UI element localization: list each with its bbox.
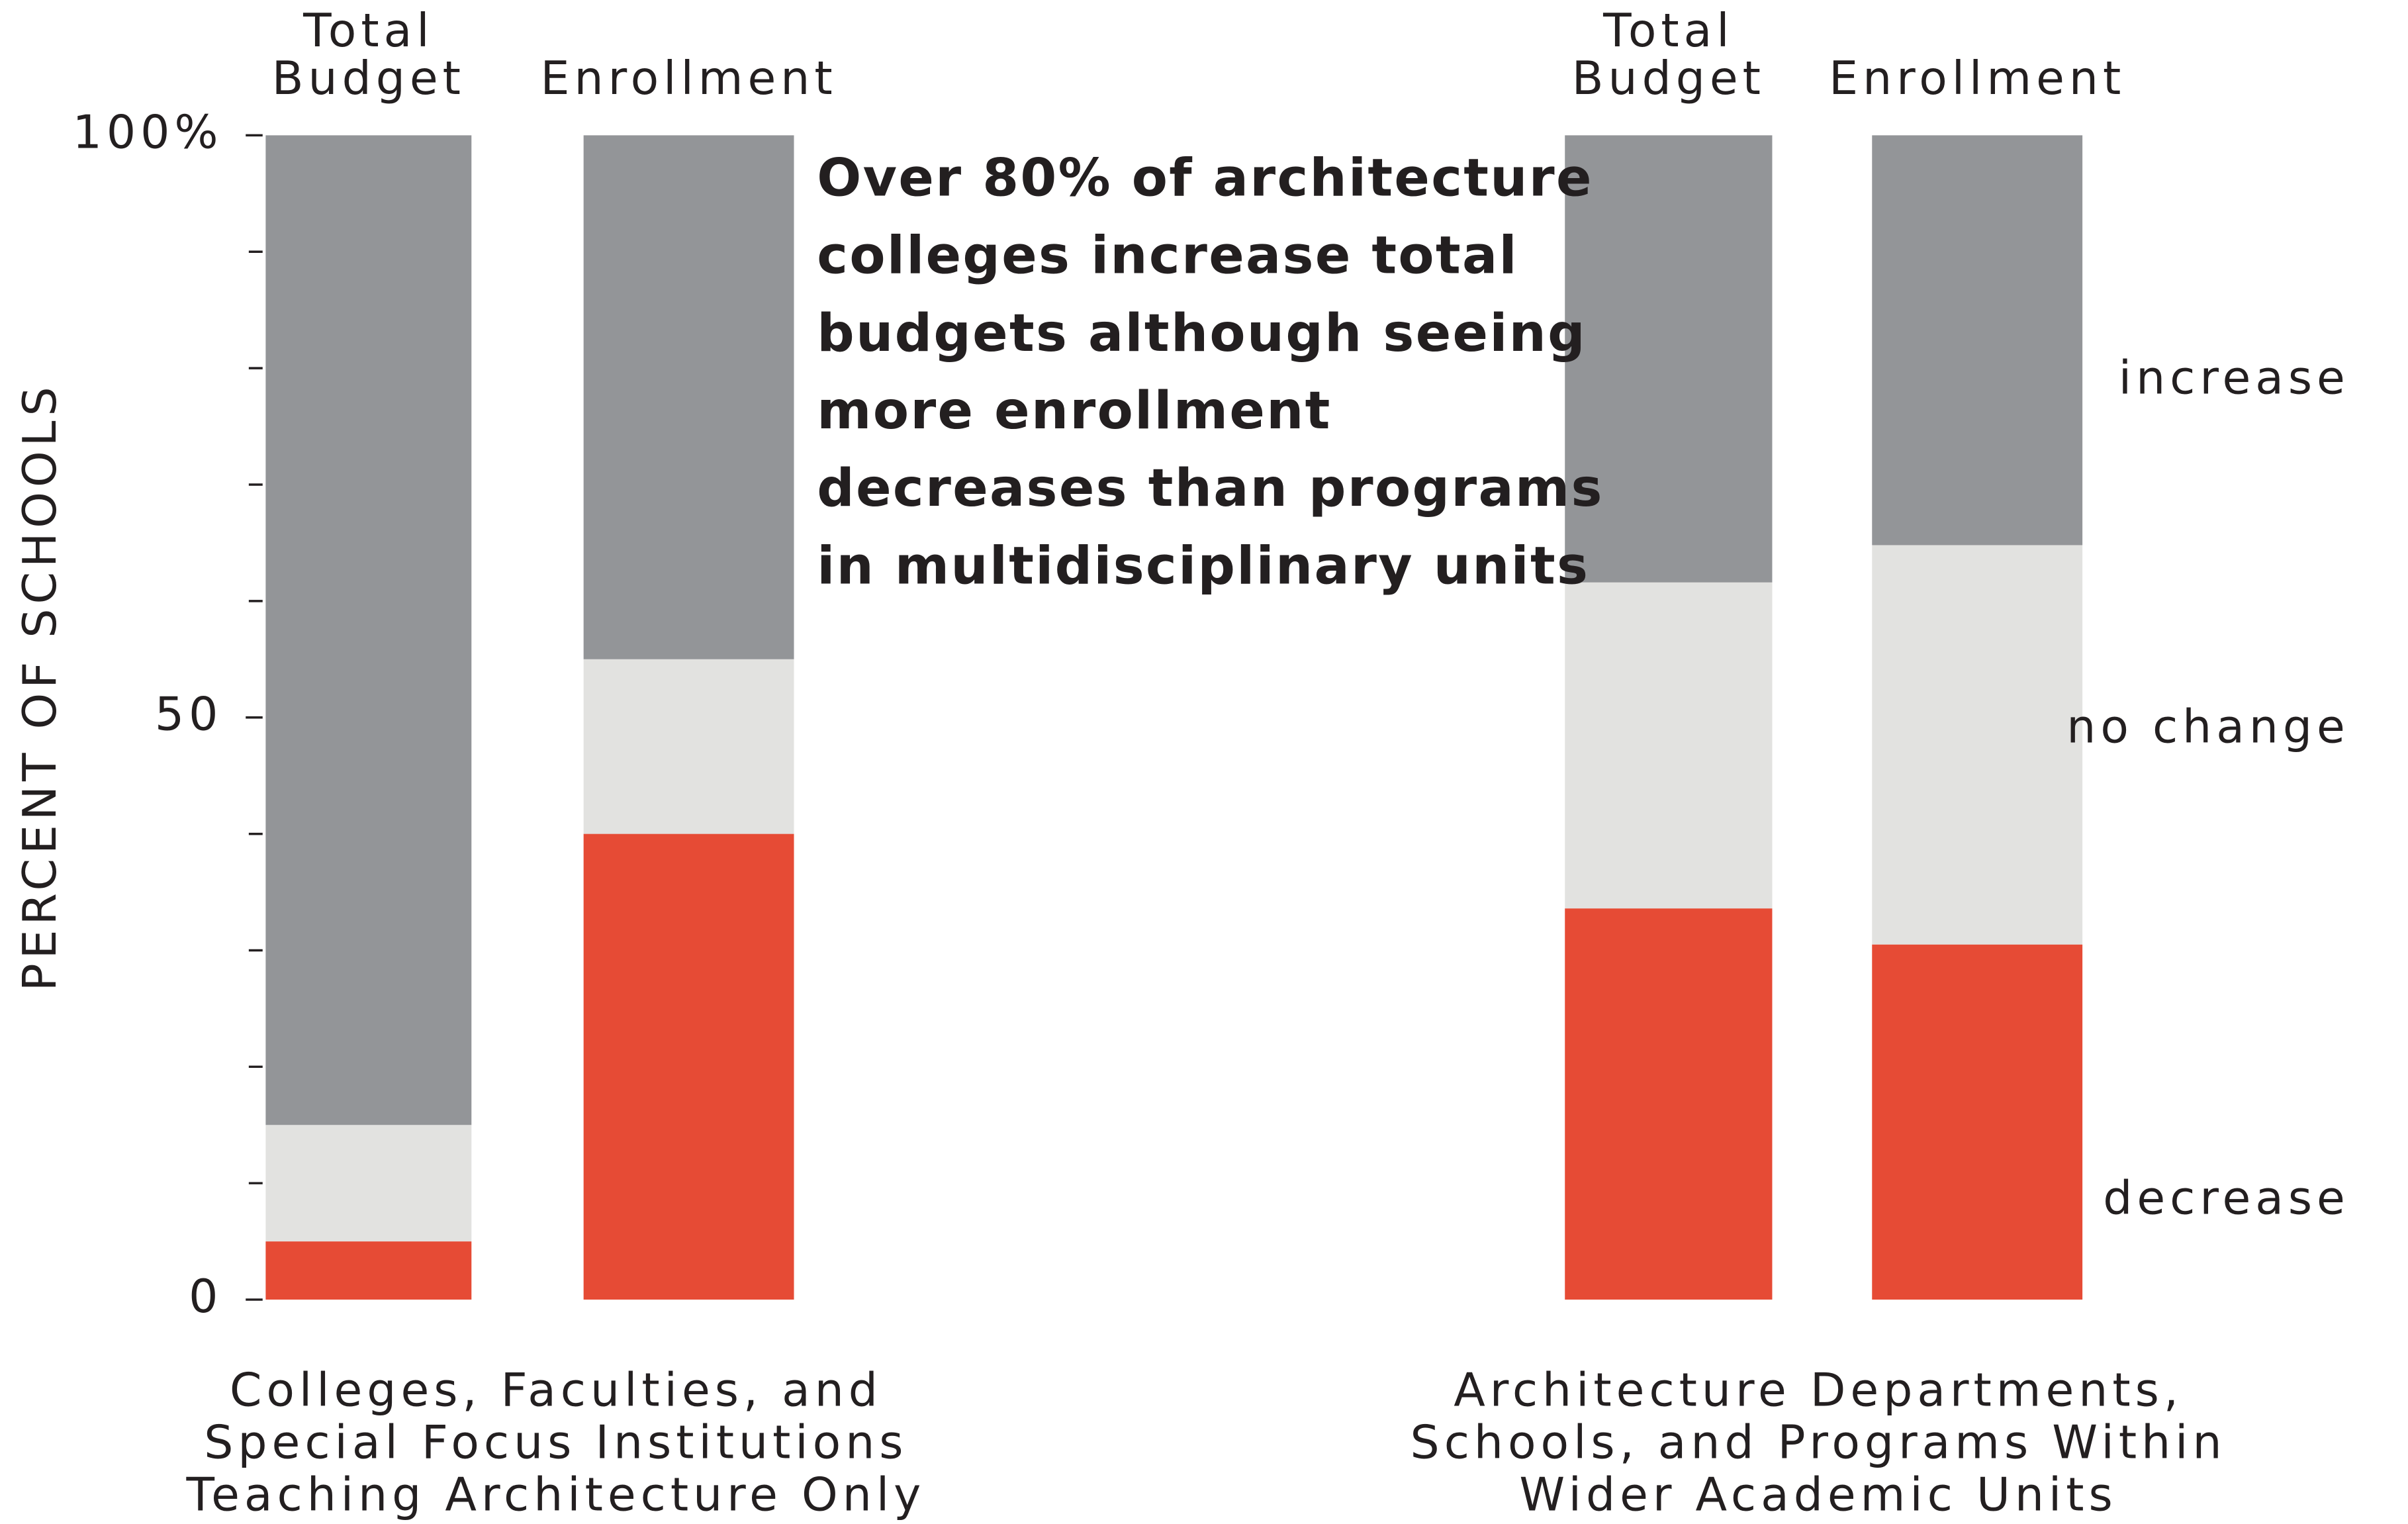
category-label: Total Budget: [272, 4, 465, 105]
bar-segment: [265, 1241, 472, 1300]
bar-segment: [1565, 908, 1773, 1300]
bar-segment: [1872, 944, 2083, 1300]
y-tick-label: 100%: [73, 105, 223, 159]
bar-segment: [1872, 545, 2083, 945]
bar-segment: [265, 1125, 472, 1242]
bar-segment: [583, 659, 794, 834]
y-tick-label: 50: [155, 688, 222, 741]
annotation: in multidisciplinary units: [817, 535, 1589, 596]
annotation: budgets although seeing: [817, 303, 1587, 363]
group-label: Teaching Architecture Only: [185, 1468, 925, 1521]
y-axis-title: PERCENT OF SCHOOLS: [13, 382, 67, 991]
group-label: Special Focus Institutions: [204, 1415, 907, 1469]
bar-segment: [583, 833, 794, 1300]
category-label: Enrollment: [541, 52, 837, 105]
legend-label: increase: [2119, 352, 2350, 405]
group-label: Colleges, Faculties, and: [230, 1364, 882, 1417]
category-label-line: Enrollment: [1829, 52, 2125, 105]
category-label: Total Budget: [1572, 4, 1765, 105]
bar-segment: [265, 135, 472, 1125]
bar-segment: [1565, 135, 1773, 583]
annotation: colleges increase total: [817, 225, 1518, 286]
category-label-line: Budget: [272, 52, 465, 105]
category-label: Enrollment: [1829, 52, 2125, 105]
group-label: Schools, and Programs Within: [1411, 1415, 2227, 1469]
category-label-line: Enrollment: [541, 52, 837, 105]
y-tick-label: 0: [189, 1270, 222, 1323]
bar-segment: [1565, 582, 1773, 909]
annotation: Over 80% of architecture: [817, 147, 1593, 208]
category-label-line: Total: [302, 4, 434, 58]
bar-segment: [1872, 135, 2083, 546]
legend-label: decrease: [2103, 1172, 2350, 1225]
group-label: Architecture Departments,: [1454, 1364, 2183, 1417]
group-label: Wider Academic Units: [1519, 1468, 2117, 1521]
category-label-line: Budget: [1572, 52, 1765, 105]
legend-label: no change: [2066, 700, 2350, 753]
category-label-line: Total: [1602, 4, 1734, 58]
annotation: more enrollment: [817, 380, 1331, 441]
bar-segment: [583, 135, 794, 659]
annotation: decreases than programs: [817, 457, 1604, 518]
